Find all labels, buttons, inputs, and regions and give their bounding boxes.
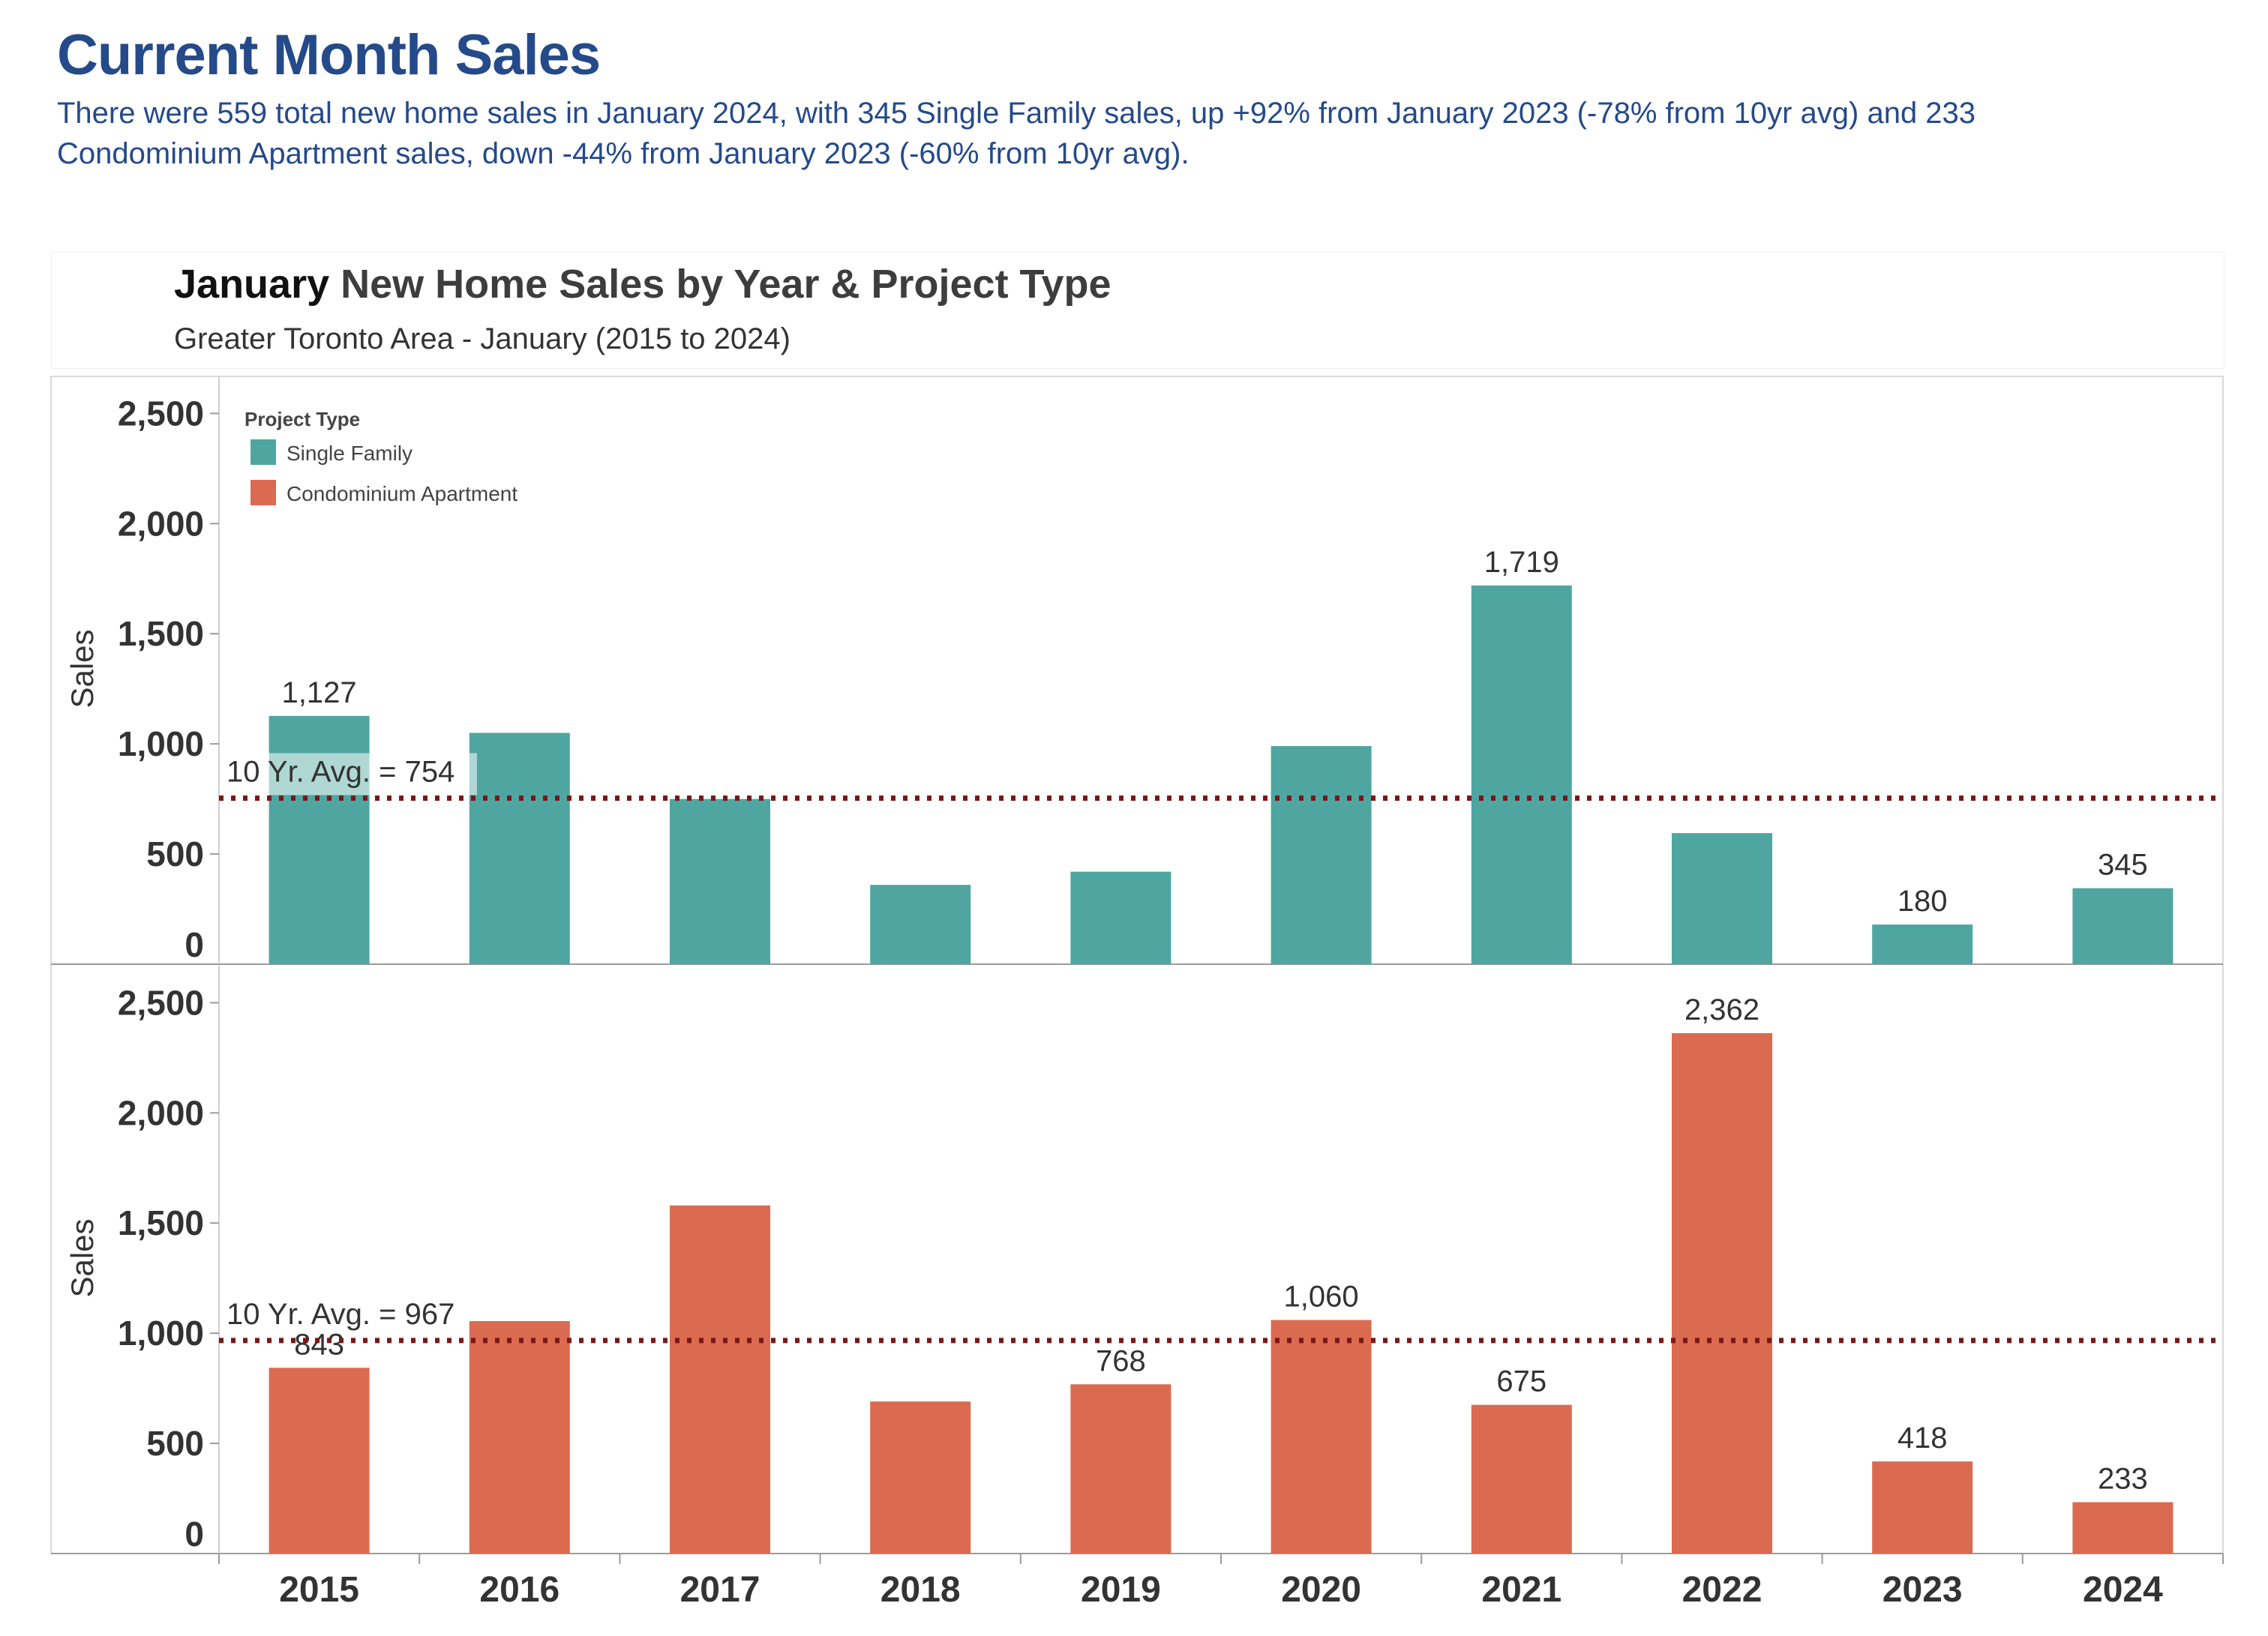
data-label: 1,127 <box>282 676 357 709</box>
data-label: 1,719 <box>1484 546 1559 579</box>
bar-condominium-apartment-2019 <box>1070 1384 1172 1554</box>
bar-condominium-apartment-2021 <box>1471 1404 1572 1554</box>
bar-single-family-2021 <box>1471 585 1572 964</box>
bar-single-family-2022 <box>1672 833 1772 964</box>
bar-condominium-apartment-2016 <box>469 1320 570 1554</box>
y-tick-label: 1,500 <box>118 614 204 653</box>
chart-title-month: January <box>174 262 330 307</box>
bar-condominium-apartment-2015 <box>268 1368 370 1554</box>
y-tick-label: 500 <box>146 1424 204 1463</box>
data-label: 418 <box>1898 1422 1948 1455</box>
bar-single-family-2016 <box>469 733 570 964</box>
y-tick-label: 500 <box>146 834 204 873</box>
y-tick-label: 1,000 <box>118 1314 204 1353</box>
y-tick-label: 2,000 <box>118 504 204 543</box>
bar-single-family-2017 <box>670 799 770 964</box>
x-tick-label: 2019 <box>1081 1570 1161 1610</box>
bar-condominium-apartment-2017 <box>670 1205 770 1554</box>
x-tick-label: 2023 <box>1882 1570 1963 1610</box>
x-tick-label: 2018 <box>880 1570 961 1610</box>
chart-title-rest: New Home Sales by Year & Project Type <box>329 262 1112 307</box>
x-tick-label: 2024 <box>2083 1570 2163 1610</box>
y-axis-title: Sales <box>64 629 100 708</box>
y-tick-label: 0 <box>184 925 204 964</box>
y-tick-label: 2,000 <box>118 1093 204 1132</box>
bar-single-family-2018 <box>870 885 971 964</box>
reference-label-2: 10 Yr. Avg. = 967 <box>226 1298 454 1331</box>
y-axis-title: Sales <box>64 1218 100 1297</box>
y-tick-label: 2,500 <box>118 983 204 1022</box>
bar-condominium-apartment-2022 <box>1672 1032 1772 1554</box>
y-tick-label: 0 <box>184 1515 204 1554</box>
bar-single-family-2023 <box>1872 924 1973 964</box>
data-label: 233 <box>2098 1463 2148 1496</box>
legend-swatch-2 <box>250 480 276 505</box>
bar-single-family-2024 <box>2072 888 2174 964</box>
data-label: 843 <box>294 1328 344 1361</box>
data-label: 675 <box>1496 1365 1546 1398</box>
bar-single-family-2020 <box>1270 746 1372 964</box>
x-tick-label: 2015 <box>279 1570 359 1610</box>
sales-summary: There were 559 total new home sales in J… <box>57 97 1976 170</box>
bar-condominium-apartment-2018 <box>870 1401 971 1554</box>
data-label: 1,060 <box>1284 1281 1359 1314</box>
legend-title: Project Type <box>244 408 360 430</box>
x-tick-label: 2016 <box>479 1570 560 1610</box>
bar-condominium-apartment-2024 <box>2072 1502 2174 1554</box>
chart-title: January New Home Sales by Year & Project… <box>174 261 1112 307</box>
y-tick-label: 1,500 <box>118 1203 204 1242</box>
data-label: 345 <box>2098 849 2148 882</box>
x-tick-label: 2021 <box>1481 1570 1562 1610</box>
page-title: Current Month Sales <box>57 23 601 87</box>
data-label: 768 <box>1096 1344 1146 1377</box>
chart-header <box>51 252 2224 369</box>
data-label: 2,362 <box>1684 993 1760 1026</box>
x-tick-label: 2017 <box>680 1570 760 1610</box>
bar-condominium-apartment-2023 <box>1872 1461 1973 1554</box>
chart-subtitle: Greater Toronto Area - January (2015 to … <box>174 322 790 355</box>
x-tick-label: 2022 <box>1682 1570 1762 1610</box>
y-tick-label: 2,500 <box>118 394 204 433</box>
x-tick-label: 2020 <box>1281 1570 1361 1610</box>
reference-label-bg <box>222 753 477 796</box>
reference-label-1: 10 Yr. Avg. = 754 <box>226 755 454 788</box>
legend-label-2: Condominium Apartment <box>286 482 518 505</box>
data-label: 180 <box>1898 885 1948 918</box>
bar-single-family-2019 <box>1070 871 1172 964</box>
y-tick-label: 1,000 <box>118 724 204 763</box>
bar-condominium-apartment-2020 <box>1270 1320 1372 1554</box>
legend-label-1: Single Family <box>286 442 412 465</box>
legend-swatch-1 <box>250 439 276 465</box>
